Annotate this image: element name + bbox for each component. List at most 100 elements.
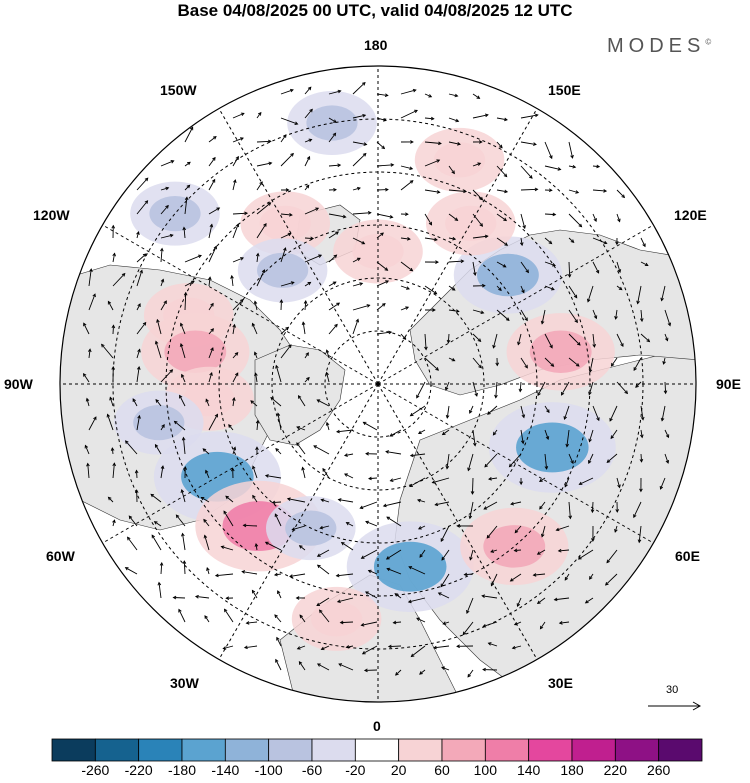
colorbar-swatch [224,738,270,762]
wind-vector-shaft [579,477,594,485]
wind-vector-head [589,576,593,580]
wind-vector-shaft [232,179,236,191]
label-120w: 120W [33,207,70,223]
wind-vector-head [482,623,487,628]
anomaly-blob-core [149,196,201,232]
wind-vector-head [574,319,578,324]
wind-vector-head [212,156,216,161]
wind-vector-head [593,315,598,320]
wind-vector-shaft [446,453,450,469]
label-180: 180 [364,37,388,53]
wind-vector-head [387,644,392,649]
wind-vector-head [499,144,503,149]
wind-vector-shaft [184,161,191,167]
wind-vector-shaft [385,451,402,455]
wind-vector-shaft [88,293,96,311]
wind-vector-head [343,453,348,457]
wind-vector-head [223,608,228,613]
wind-vector-shaft [410,405,426,417]
wind-vector-shaft [208,277,211,287]
wind-vector-shaft [208,224,213,239]
wind-vector-head [517,341,521,346]
wind-vector-shaft [251,590,258,599]
wind-vector-head [240,137,244,141]
wind-vector-head [604,581,609,586]
wind-vector-head [275,447,279,452]
wind-vector-head [206,566,210,571]
wind-vector-head [519,481,523,486]
wind-vector-shaft [386,516,402,527]
wind-vector-shaft [467,669,474,678]
wind-vector-shaft [160,562,163,575]
wind-vector-head [332,132,337,137]
wind-vector-shaft [510,501,522,505]
wind-vector-shaft [255,543,258,551]
colorbar-swatch [571,738,616,762]
wind-vector-head [434,502,439,507]
wind-vector-head [438,141,442,146]
wind-vector-shaft [472,309,484,314]
wind-vector-shaft [136,366,140,383]
wind-vector-shaft [409,477,426,487]
wind-vector-head [522,225,526,230]
wind-vector-shaft [352,153,367,167]
brand-text: MODES [607,35,706,57]
wind-vector-head [235,155,239,160]
label-60e: 60E [675,548,700,564]
wind-vector-shaft [495,381,498,398]
wind-vector-shaft [605,573,618,586]
wind-vector-shaft [340,621,354,624]
wind-vector-shaft [256,269,265,287]
wind-vector-head [316,399,321,403]
wind-vector-head [234,351,239,356]
wind-vector-shaft [252,495,258,503]
wind-vector-head [279,299,284,303]
wind-vector-head [592,344,597,348]
wind-vector-shaft [585,597,594,604]
wind-vector-shaft [448,285,456,291]
wind-vector-shaft [317,663,330,671]
wind-vector-head [150,493,155,498]
wind-vector-shaft [520,357,528,369]
wind-vector-shaft [326,350,330,359]
wind-vector-shaft [232,397,235,407]
wind-vector-shaft [319,609,330,623]
wind-vector-head [179,322,184,327]
wind-vector-head [307,86,312,91]
wind-vector-head [667,322,672,327]
wind-vector-head [252,494,256,499]
wind-vector-head [504,189,509,194]
wind-vector-head [621,194,626,199]
wind-vector-head [492,344,496,349]
wind-vector-shaft [537,597,546,604]
wind-vector-head [163,300,167,305]
wind-vector-head [550,286,555,291]
wind-vector-shaft [352,82,366,95]
wind-vector-head [366,304,371,308]
wind-vector-shaft [376,280,389,287]
wind-vector-head [87,348,92,353]
wind-vector-head [618,286,623,291]
wind-vector-head [552,212,557,217]
wind-vector-head [490,549,495,553]
wind-vector-shaft [182,437,186,455]
wind-vector-head [639,434,644,439]
wind-vector-head [473,272,477,277]
wind-vector-head [503,217,508,222]
wind-vector-head [251,589,256,594]
wind-vector-head [228,424,232,428]
wind-vector-shaft [107,301,114,311]
wind-vector-head [365,591,369,595]
wind-vector-head [381,303,386,307]
wind-vector-head [213,245,217,250]
wind-vector-head [336,599,341,604]
anomaly-blob-core [445,205,497,241]
wind-vector-head [189,126,194,131]
wind-vector-shaft [544,453,548,470]
wind-vector-head [432,645,437,650]
wind-vector-head [588,369,593,373]
wind-vector-shaft [83,323,90,335]
wind-vector-head [603,189,608,193]
wind-vector-head [410,653,415,658]
wind-vector-shaft [568,261,571,277]
